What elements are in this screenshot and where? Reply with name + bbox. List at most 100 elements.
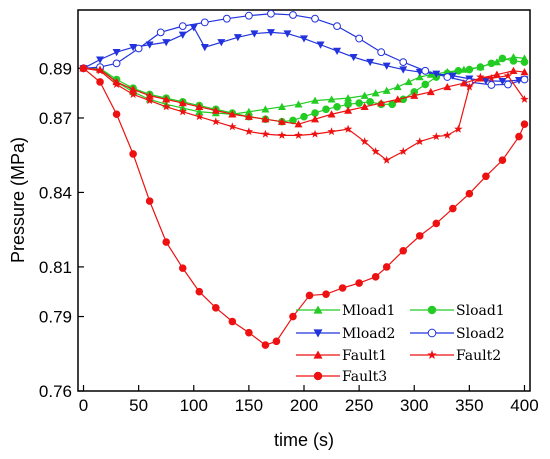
data-point xyxy=(145,91,154,99)
data-point xyxy=(217,39,226,47)
data-point xyxy=(211,106,220,114)
data-point xyxy=(410,91,419,99)
data-point xyxy=(349,53,358,62)
data-point xyxy=(492,70,501,78)
data-point xyxy=(200,18,209,27)
data-point xyxy=(465,189,474,198)
data-point xyxy=(283,30,292,38)
data-point xyxy=(509,57,518,65)
data-point xyxy=(316,41,325,49)
data-point xyxy=(244,127,254,136)
x-tick-label: 250 xyxy=(345,396,373,415)
data-point xyxy=(162,39,171,47)
data-point xyxy=(333,103,341,111)
data-point xyxy=(355,99,363,107)
data-point xyxy=(432,219,441,228)
data-point xyxy=(112,110,121,119)
data-point xyxy=(344,94,353,102)
data-point xyxy=(520,120,529,128)
data-point xyxy=(355,34,364,43)
series-sload1 xyxy=(79,54,529,126)
data-point xyxy=(520,58,529,66)
data-point xyxy=(421,80,430,89)
data-point xyxy=(244,107,253,115)
data-point xyxy=(162,95,171,103)
data-point xyxy=(313,350,323,359)
data-point xyxy=(443,73,452,81)
data-point xyxy=(289,312,297,321)
legend-item-fault1: Fault1 xyxy=(296,348,387,364)
data-point xyxy=(277,130,287,139)
data-point xyxy=(333,22,341,31)
data-point xyxy=(481,77,490,85)
data-point xyxy=(371,89,380,97)
data-point xyxy=(482,172,490,181)
data-point xyxy=(250,30,259,38)
data-point xyxy=(327,110,336,118)
data-point xyxy=(360,137,369,146)
data-point xyxy=(371,147,380,156)
series-line-mload1 xyxy=(83,56,525,115)
data-point xyxy=(261,129,270,138)
data-point xyxy=(178,99,187,107)
data-point xyxy=(129,150,137,158)
legend-label: Mload2 xyxy=(342,326,395,342)
legend-item-mload1: Mload1 xyxy=(296,303,395,319)
legend-label: Sload2 xyxy=(456,326,505,342)
data-point xyxy=(338,284,347,292)
data-point xyxy=(128,89,138,98)
data-point xyxy=(200,44,209,52)
data-point xyxy=(228,317,237,326)
data-point xyxy=(294,100,303,108)
data-point xyxy=(96,78,104,86)
data-point xyxy=(366,98,374,106)
data-point xyxy=(145,197,154,205)
data-point xyxy=(212,304,220,312)
data-point xyxy=(399,58,408,67)
series-fault2 xyxy=(79,63,529,164)
data-point xyxy=(520,75,529,84)
data-point xyxy=(267,9,275,18)
data-point xyxy=(459,79,468,87)
data-point xyxy=(360,91,369,99)
data-point xyxy=(300,112,308,121)
data-point xyxy=(233,34,242,42)
y-tick-label: 0.76 xyxy=(39,382,72,401)
data-point xyxy=(443,130,452,139)
data-point xyxy=(266,29,275,37)
data-point xyxy=(454,124,463,133)
legend-item-fault3: Fault3 xyxy=(296,369,387,385)
y-axis-title: Pressure (MPa) xyxy=(8,137,28,263)
data-point xyxy=(487,59,496,68)
data-point xyxy=(178,22,187,31)
x-tick-label: 300 xyxy=(400,396,428,415)
data-point xyxy=(520,68,529,76)
series-layer xyxy=(79,9,529,349)
data-point xyxy=(244,11,253,20)
y-tick-label: 0.81 xyxy=(39,258,72,277)
x-tick-label: 0 xyxy=(79,396,88,415)
y-tick-label: 0.84 xyxy=(39,183,72,202)
data-point xyxy=(178,31,187,39)
data-point xyxy=(300,35,308,43)
data-point xyxy=(261,341,270,349)
legend-item-mload2: Mload2 xyxy=(296,326,395,342)
data-point xyxy=(261,115,270,123)
data-point xyxy=(222,14,231,23)
data-point xyxy=(382,62,391,70)
data-point xyxy=(79,64,88,73)
data-point xyxy=(294,130,303,139)
data-point xyxy=(509,66,518,75)
data-point xyxy=(112,48,121,57)
data-point xyxy=(245,328,253,337)
data-point xyxy=(343,124,353,133)
data-point xyxy=(289,11,297,19)
data-point xyxy=(382,86,391,94)
legend-label: Sload1 xyxy=(456,303,505,319)
data-point xyxy=(322,290,330,298)
data-point xyxy=(178,264,187,272)
data-point xyxy=(404,77,413,86)
data-point xyxy=(432,132,441,141)
data-point xyxy=(504,80,512,89)
legend-label: Mload1 xyxy=(342,303,395,319)
